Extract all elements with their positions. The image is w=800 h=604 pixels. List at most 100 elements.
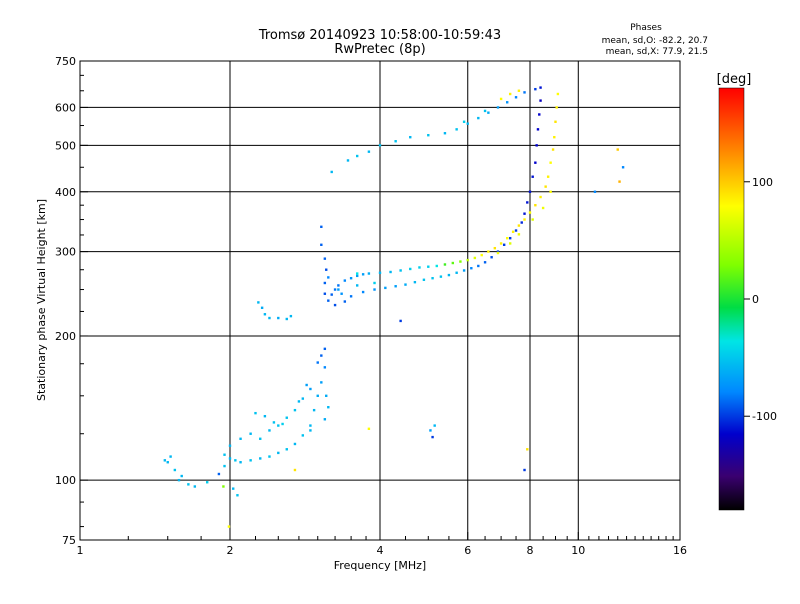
data-point — [277, 424, 280, 427]
data-point — [477, 264, 480, 268]
data-point — [531, 218, 534, 221]
data-point — [349, 277, 353, 280]
data-point — [263, 414, 267, 418]
data-point — [473, 256, 477, 260]
data-point — [526, 201, 529, 204]
data-point — [535, 144, 538, 147]
data-point — [499, 97, 503, 101]
data-point — [228, 457, 232, 460]
data-point — [227, 525, 231, 528]
data-point — [483, 261, 487, 264]
data-point — [539, 86, 542, 89]
colorbar-tick-label: 0 — [752, 293, 759, 306]
data-point — [316, 394, 319, 398]
data-point — [528, 190, 532, 193]
x-tick-label: 2 — [227, 544, 234, 557]
data-point — [349, 295, 353, 298]
data-point — [236, 494, 239, 497]
data-point — [272, 421, 276, 424]
data-point — [277, 316, 280, 320]
data-point — [621, 166, 625, 169]
data-point — [323, 281, 327, 285]
data-point — [249, 459, 252, 462]
data-point — [355, 274, 359, 278]
data-point — [325, 394, 328, 398]
data-point — [439, 275, 443, 278]
data-point — [520, 221, 523, 224]
data-point — [508, 242, 512, 245]
data-point — [166, 461, 169, 464]
data-point — [534, 87, 537, 91]
data-point — [544, 185, 547, 188]
x-tick-label: 1 — [77, 544, 84, 557]
data-point — [268, 316, 271, 320]
data-point — [523, 91, 526, 94]
data-point — [234, 459, 237, 462]
stats-x-line: mean, sd,X: 77.9, 21.5 — [606, 47, 708, 57]
data-point — [343, 300, 347, 303]
data-point — [222, 485, 225, 488]
data-point — [549, 190, 552, 193]
x-tick-label: 10 — [571, 544, 585, 557]
data-point — [447, 273, 451, 277]
data-point — [378, 271, 382, 274]
data-point — [327, 276, 330, 279]
x-tick-label: 6 — [464, 544, 471, 557]
data-point — [404, 283, 407, 286]
data-point — [466, 258, 469, 262]
data-point — [505, 101, 509, 104]
data-point — [443, 132, 447, 135]
plot-frame — [79, 60, 681, 541]
data-point — [477, 116, 480, 120]
data-point — [239, 437, 242, 440]
data-point — [435, 264, 438, 268]
data-point — [394, 285, 397, 288]
chart-subtitle: RwPretec (8p) — [334, 42, 425, 57]
y-tick-label: 75 — [62, 534, 76, 547]
data-point — [249, 432, 252, 435]
data-point — [361, 290, 365, 294]
data-point — [541, 206, 545, 210]
data-point — [373, 281, 376, 285]
data-point — [239, 461, 242, 464]
data-point — [616, 148, 619, 151]
data-point — [378, 144, 382, 147]
data-point — [490, 256, 493, 259]
data-point — [451, 261, 455, 265]
data-point — [281, 422, 284, 426]
data-point — [431, 435, 434, 439]
data-point — [487, 250, 490, 253]
data-point — [546, 175, 550, 178]
data-point — [394, 140, 397, 143]
data-point — [228, 444, 232, 447]
stats-heading: Phases — [630, 23, 662, 33]
data-point — [297, 400, 301, 403]
data-point — [554, 120, 557, 123]
x-tick-label: 8 — [527, 544, 534, 557]
data-point — [309, 387, 312, 391]
data-point — [355, 154, 359, 158]
colorbar-label: [deg] — [717, 72, 752, 87]
data-point — [429, 429, 432, 432]
data-point — [346, 159, 350, 162]
data-point — [285, 448, 288, 451]
data-point — [373, 288, 376, 291]
colorbar-ticks: 100 0 -100 — [744, 176, 777, 423]
data-point — [459, 260, 462, 263]
data-point — [277, 451, 280, 455]
data-point — [399, 269, 402, 272]
data-point — [528, 211, 532, 214]
data-point — [367, 427, 371, 431]
data-point — [531, 175, 534, 178]
data-point — [285, 416, 288, 419]
data-point — [337, 284, 340, 287]
data-point — [427, 133, 430, 137]
data-point — [462, 269, 466, 272]
axes-layer: 1 2 4 6 8 10 16 75 100 200 300 400 500 600 750 — [55, 55, 687, 557]
data-point — [293, 468, 297, 472]
data-point — [323, 366, 327, 369]
data-point — [254, 411, 257, 415]
data-point — [301, 397, 305, 400]
